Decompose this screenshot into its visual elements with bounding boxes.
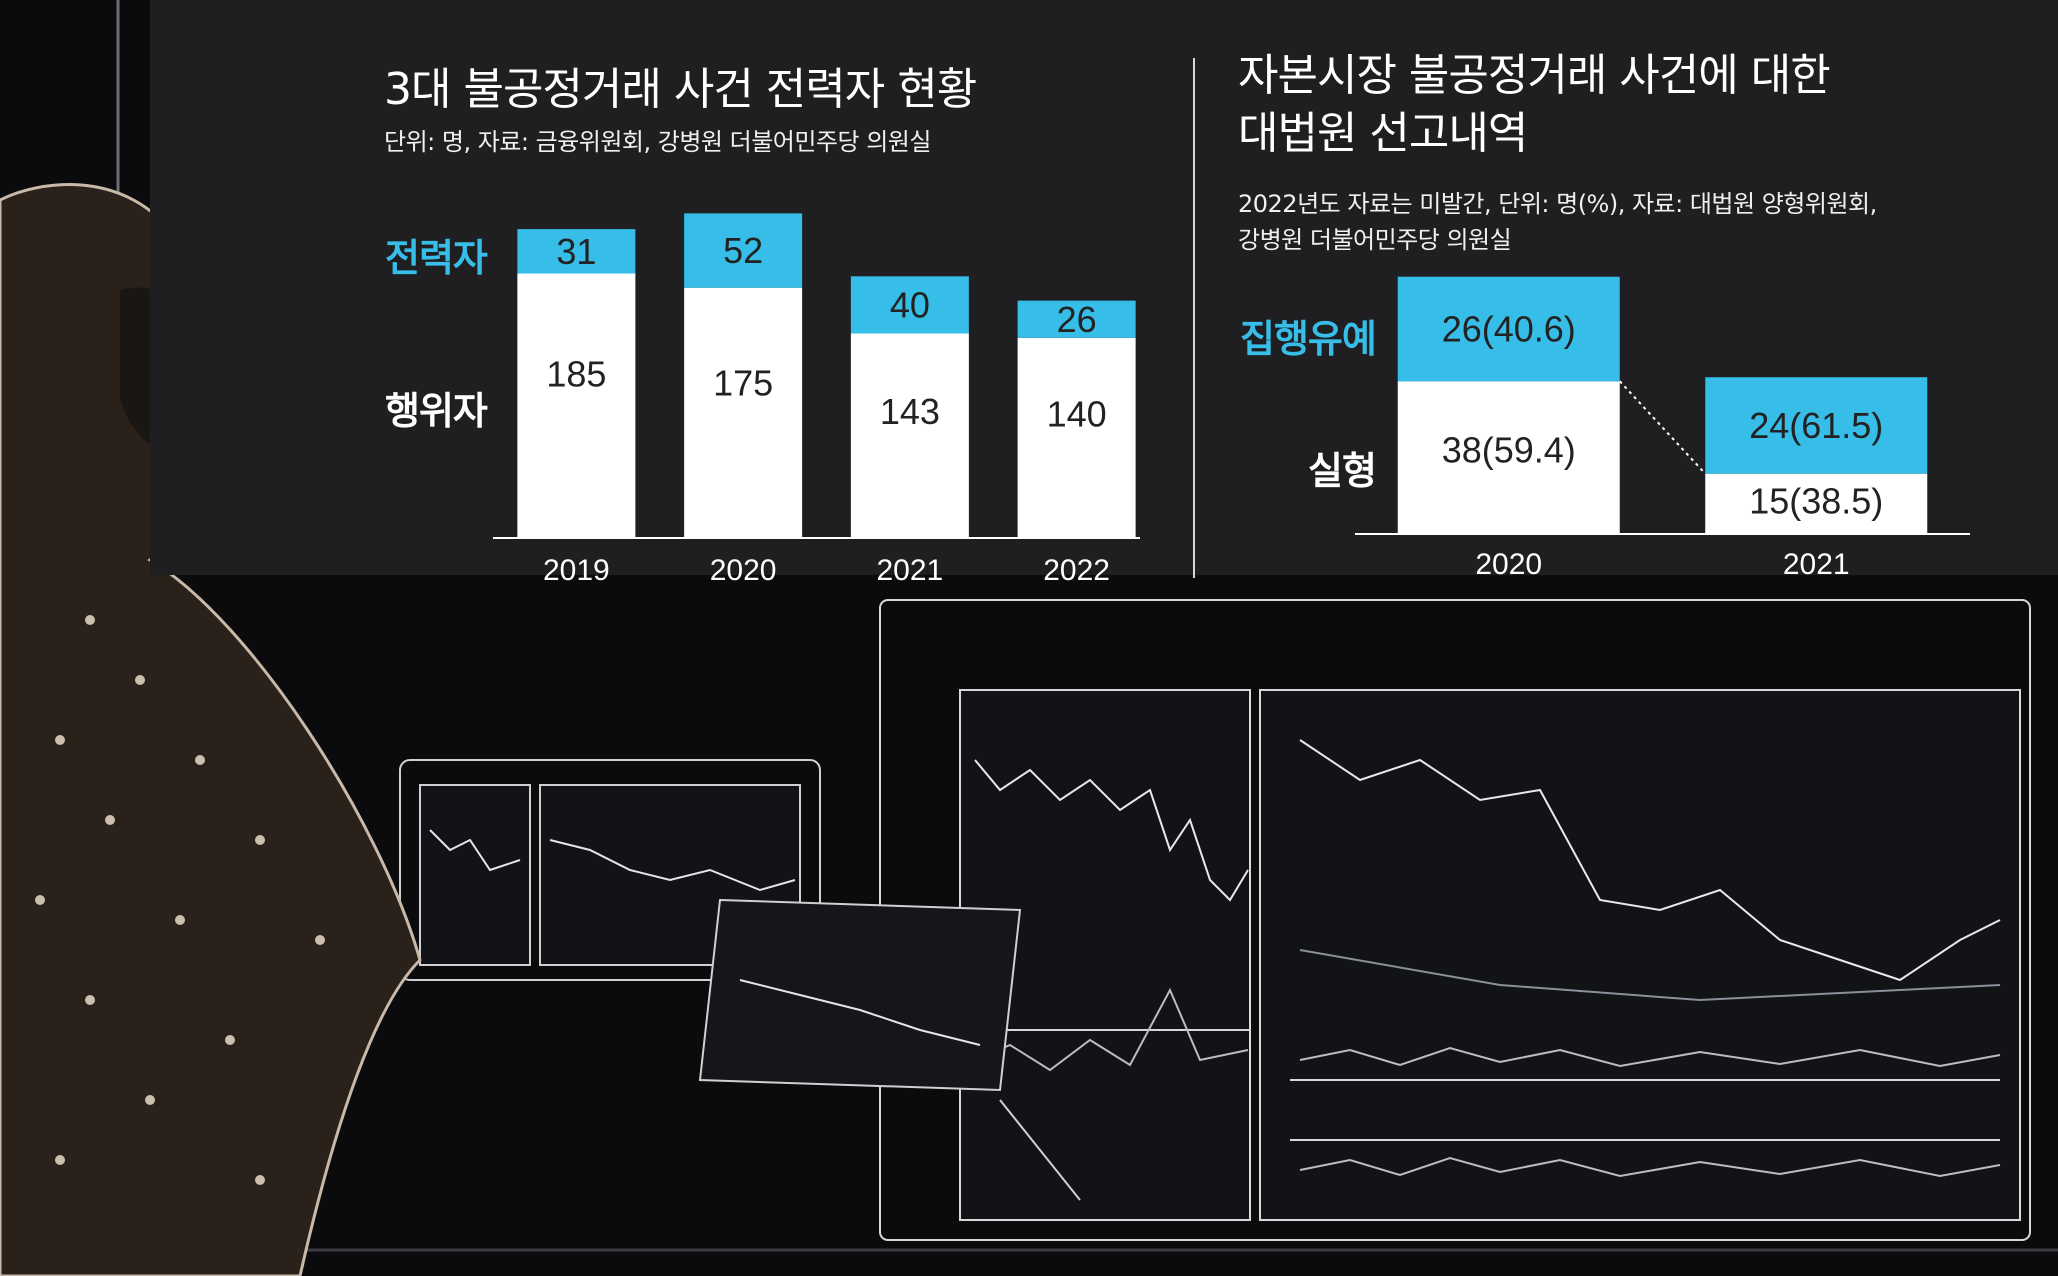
chart2-label-집행유예-2021: 24(61.5)	[1749, 405, 1883, 446]
chart2-source-line1: 2022년도 자료는 미발간, 단위: 명(%), 자료: 대법원 양형위원회,	[1238, 190, 1877, 218]
chart1-label-전력자-2022: 26	[1057, 299, 1097, 340]
chart1-label-행위자-2019: 185	[546, 354, 606, 395]
chart1-label-전력자-2021: 40	[890, 285, 930, 326]
chart1-label-전력자-2020: 52	[723, 230, 763, 271]
chart1-source: 단위: 명, 자료: 금융위원회, 강병원 더불어민주당 의원실	[384, 128, 931, 156]
chart1-label-전력자-2019: 31	[556, 231, 596, 272]
chart2-label-집행유예-2020: 26(40.6)	[1442, 309, 1576, 350]
chart1-tick-2022: 2022	[1043, 554, 1110, 587]
chart1-tick-2019: 2019	[543, 554, 610, 587]
chart2-label-실형-2020: 38(59.4)	[1442, 430, 1576, 471]
chart2-tick-2020: 2020	[1475, 548, 1542, 581]
chart1-bar-전력자-2020	[684, 213, 803, 288]
chart1-title: 3대 불공정거래 사건 전력자 현황	[384, 64, 977, 115]
chart-divider	[1193, 58, 1195, 578]
chart2-label-실형-2021: 15(38.5)	[1749, 480, 1883, 521]
chart2-tick-2021: 2021	[1783, 548, 1850, 581]
chart2-bar-실형-2021	[1705, 473, 1928, 534]
chart1-label-행위자-2022: 140	[1047, 393, 1107, 434]
chart1-legend-prior-offender: 전력자	[385, 236, 488, 280]
chart2-title-line1: 자본시장 불공정거래 사건에 대한	[1238, 50, 1831, 101]
laptop	[698, 898, 1081, 1201]
chart1-tick-2020: 2020	[710, 554, 777, 587]
chart2-connector-line	[1619, 380, 1706, 475]
monitor-large	[879, 599, 2031, 1241]
chart1-bar-행위자-2021	[850, 333, 969, 538]
chart1-label-행위자-2020: 175	[713, 362, 773, 403]
chart2-legend-prison: 실형	[1308, 449, 1377, 493]
chart2-legend-probation: 집행유예	[1240, 317, 1377, 361]
chart2-bar-집행유예-2021	[1705, 377, 1928, 474]
chart1-label-행위자-2021: 143	[880, 391, 940, 432]
chart1-bar-전력자-2019	[517, 229, 636, 274]
chart1-bar-행위자-2020	[684, 287, 803, 538]
chart1-bar-행위자-2019	[517, 273, 636, 538]
chart1-bar-행위자-2022	[1017, 337, 1136, 538]
chart2-title-line2: 대법원 선고내역	[1238, 108, 1528, 159]
chart2-source-line2: 강병원 더불어민주당 의원실	[1238, 226, 1512, 254]
chart2-bar-집행유예-2020	[1397, 276, 1620, 382]
chart1-legend-offender: 행위자	[385, 389, 488, 433]
chart2-bar-실형-2020	[1397, 381, 1620, 534]
chart1-bar-전력자-2021	[850, 276, 969, 334]
chart1-bar-전력자-2022	[1017, 300, 1136, 338]
chart1-tick-2021: 2021	[877, 554, 944, 587]
